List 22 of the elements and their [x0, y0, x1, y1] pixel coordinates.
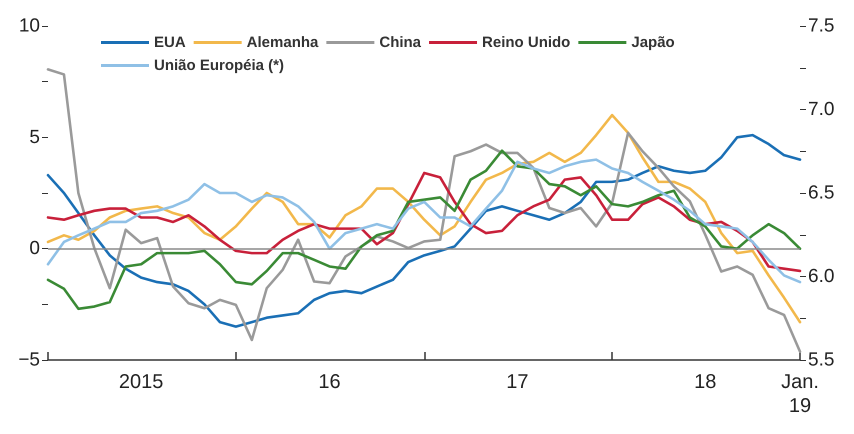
- legend-label: União Européia (*): [154, 57, 284, 74]
- line-series: [46, 149, 802, 310]
- x-tick-label: 2015: [118, 371, 164, 393]
- y2-tick-label: 6.0: [808, 266, 834, 287]
- legend-label: EUA: [154, 34, 186, 51]
- legend-label: Japão: [631, 34, 675, 51]
- x-tick-label: 16: [318, 371, 341, 393]
- legend-label: Reino Unido: [482, 34, 570, 51]
- y2-tick-label: 7.5: [808, 16, 834, 36]
- y2-tick-label: 5.5: [808, 350, 834, 370]
- line-series: [46, 158, 802, 284]
- legend-label: Alemanha: [246, 34, 320, 51]
- y-tick-label: 10: [18, 16, 40, 36]
- y2-tick-label: 6.5: [808, 182, 834, 204]
- legend-label: China: [379, 34, 422, 51]
- y2-tick-label: 7.0: [808, 99, 834, 120]
- x-tick-label: 17: [506, 371, 529, 393]
- x-tick-label: Jan. 19: [781, 371, 819, 417]
- y-tick-label: 0: [29, 238, 40, 260]
- y-tick-label: −5: [18, 350, 40, 370]
- x-tick-label: 18: [694, 371, 716, 393]
- y-tick-label: 5: [29, 126, 40, 148]
